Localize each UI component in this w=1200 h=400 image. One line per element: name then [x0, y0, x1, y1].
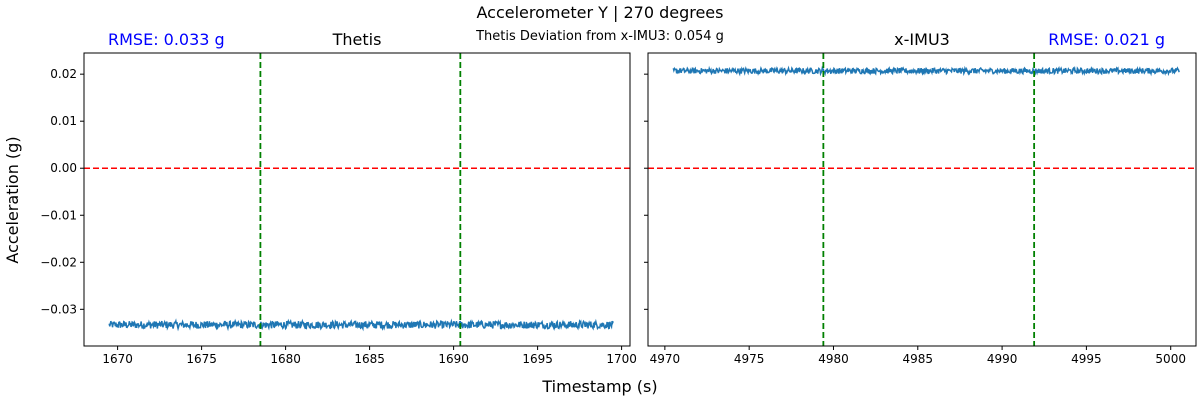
- y-tick-label: −0.03: [40, 302, 77, 316]
- x-tick-label: 4990: [987, 352, 1018, 366]
- x-tick-label: 1680: [270, 352, 301, 366]
- x-tick-label: 1675: [186, 352, 217, 366]
- series-line: [108, 318, 614, 332]
- x-tick-label: 4985: [903, 352, 934, 366]
- y-tick-label: 0.01: [50, 114, 77, 128]
- x-tick-label: 1685: [354, 352, 385, 366]
- x-tick-label: 4980: [818, 352, 849, 366]
- x-axis-label: Timestamp (s): [541, 377, 657, 396]
- y-tick-label: −0.02: [40, 255, 77, 269]
- plot-frame: [647, 52, 1197, 347]
- figure-subtitle: Thetis Deviation from x-IMU3: 0.054 g: [475, 29, 724, 44]
- x-tick-label: 1700: [606, 352, 637, 366]
- x-tick-label: 5000: [1155, 352, 1186, 366]
- y-axis-label: Acceleration (g): [3, 136, 22, 263]
- x-tick-label: 1695: [522, 352, 553, 366]
- y-tick-label: −0.01: [40, 208, 77, 222]
- plot-frame: [83, 52, 631, 347]
- plot-thetis: Thetis RMSE: 0.033 g 1670 1675 1680 1685 169…: [40, 30, 637, 366]
- series-line: [672, 65, 1180, 77]
- y-tick-label: 0.00: [50, 161, 77, 175]
- rmse-annotation-thetis: RMSE: 0.033 g: [108, 30, 225, 49]
- y-tick-label: 0.02: [50, 67, 77, 81]
- x-tick-label: 1670: [102, 352, 133, 366]
- plot-title-ximu3: x-IMU3: [894, 30, 950, 49]
- x-tick-label: 1690: [438, 352, 469, 366]
- plot-ximu3: x-IMU3 RMSE: 0.021 g 4970 4975 4980 4985 499…: [644, 30, 1197, 366]
- figure-title: Accelerometer Y | 270 degrees: [477, 3, 724, 22]
- x-tick-label: 4995: [1071, 352, 1102, 366]
- x-tick-label: 4975: [734, 352, 765, 366]
- x-tick-label: 4970: [650, 352, 681, 366]
- rmse-annotation-ximu3: RMSE: 0.021 g: [1048, 30, 1165, 49]
- plot-title-thetis: Thetis: [332, 30, 382, 49]
